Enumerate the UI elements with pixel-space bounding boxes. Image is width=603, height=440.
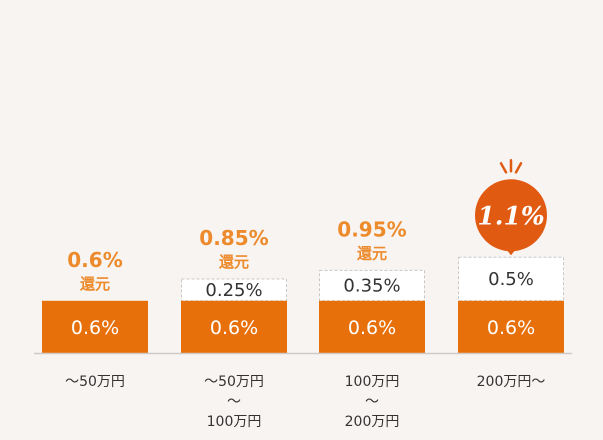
- x-tick-label: ～: [227, 394, 241, 410]
- base-bar-segment: [42, 300, 148, 353]
- base-bar-segment: [181, 300, 287, 353]
- bonus-bar-segment: [181, 278, 287, 302]
- total-rate-label: 1.1%: [477, 201, 544, 230]
- x-tick-label: ～: [365, 394, 379, 410]
- bonus-rate-label: 0.25%: [205, 280, 262, 301]
- x-tick-label: 200万円～: [477, 374, 546, 390]
- bonus-rate-label: 0.35%: [343, 276, 400, 297]
- bonus-bar-segment: [319, 269, 425, 302]
- x-tick-label: 100万円: [345, 374, 400, 390]
- sparkle-line: [514, 162, 523, 174]
- base-rate-label: 0.6%: [348, 317, 396, 339]
- base-bar-segment: [319, 300, 425, 353]
- highlight-bubble: [475, 179, 547, 252]
- x-tick-label: 200万円: [345, 414, 400, 430]
- x-tick-label: ～50万円: [65, 374, 125, 390]
- base-rate-label: 0.6%: [71, 317, 119, 339]
- base-rate-label: 0.6%: [210, 317, 258, 339]
- total-rate-label: 0.95%: [337, 217, 406, 241]
- total-rate-suffix: 還元: [80, 275, 110, 293]
- x-tick-label: ～50万円: [204, 374, 264, 390]
- total-rate-suffix: 還元: [219, 253, 249, 271]
- base-rate-label: 0.6%: [487, 317, 535, 339]
- bonus-rate-label: 0.5%: [488, 269, 534, 290]
- x-tick-label: 100万円: [207, 414, 262, 430]
- total-rate-label: 0.6%: [67, 248, 122, 272]
- sparkle-line: [499, 162, 508, 174]
- total-rate-suffix: 還元: [357, 244, 387, 262]
- total-rate-label: 0.85%: [199, 226, 268, 250]
- highlight-bubble-pointer: [503, 245, 519, 256]
- base-bar-segment: [458, 300, 564, 353]
